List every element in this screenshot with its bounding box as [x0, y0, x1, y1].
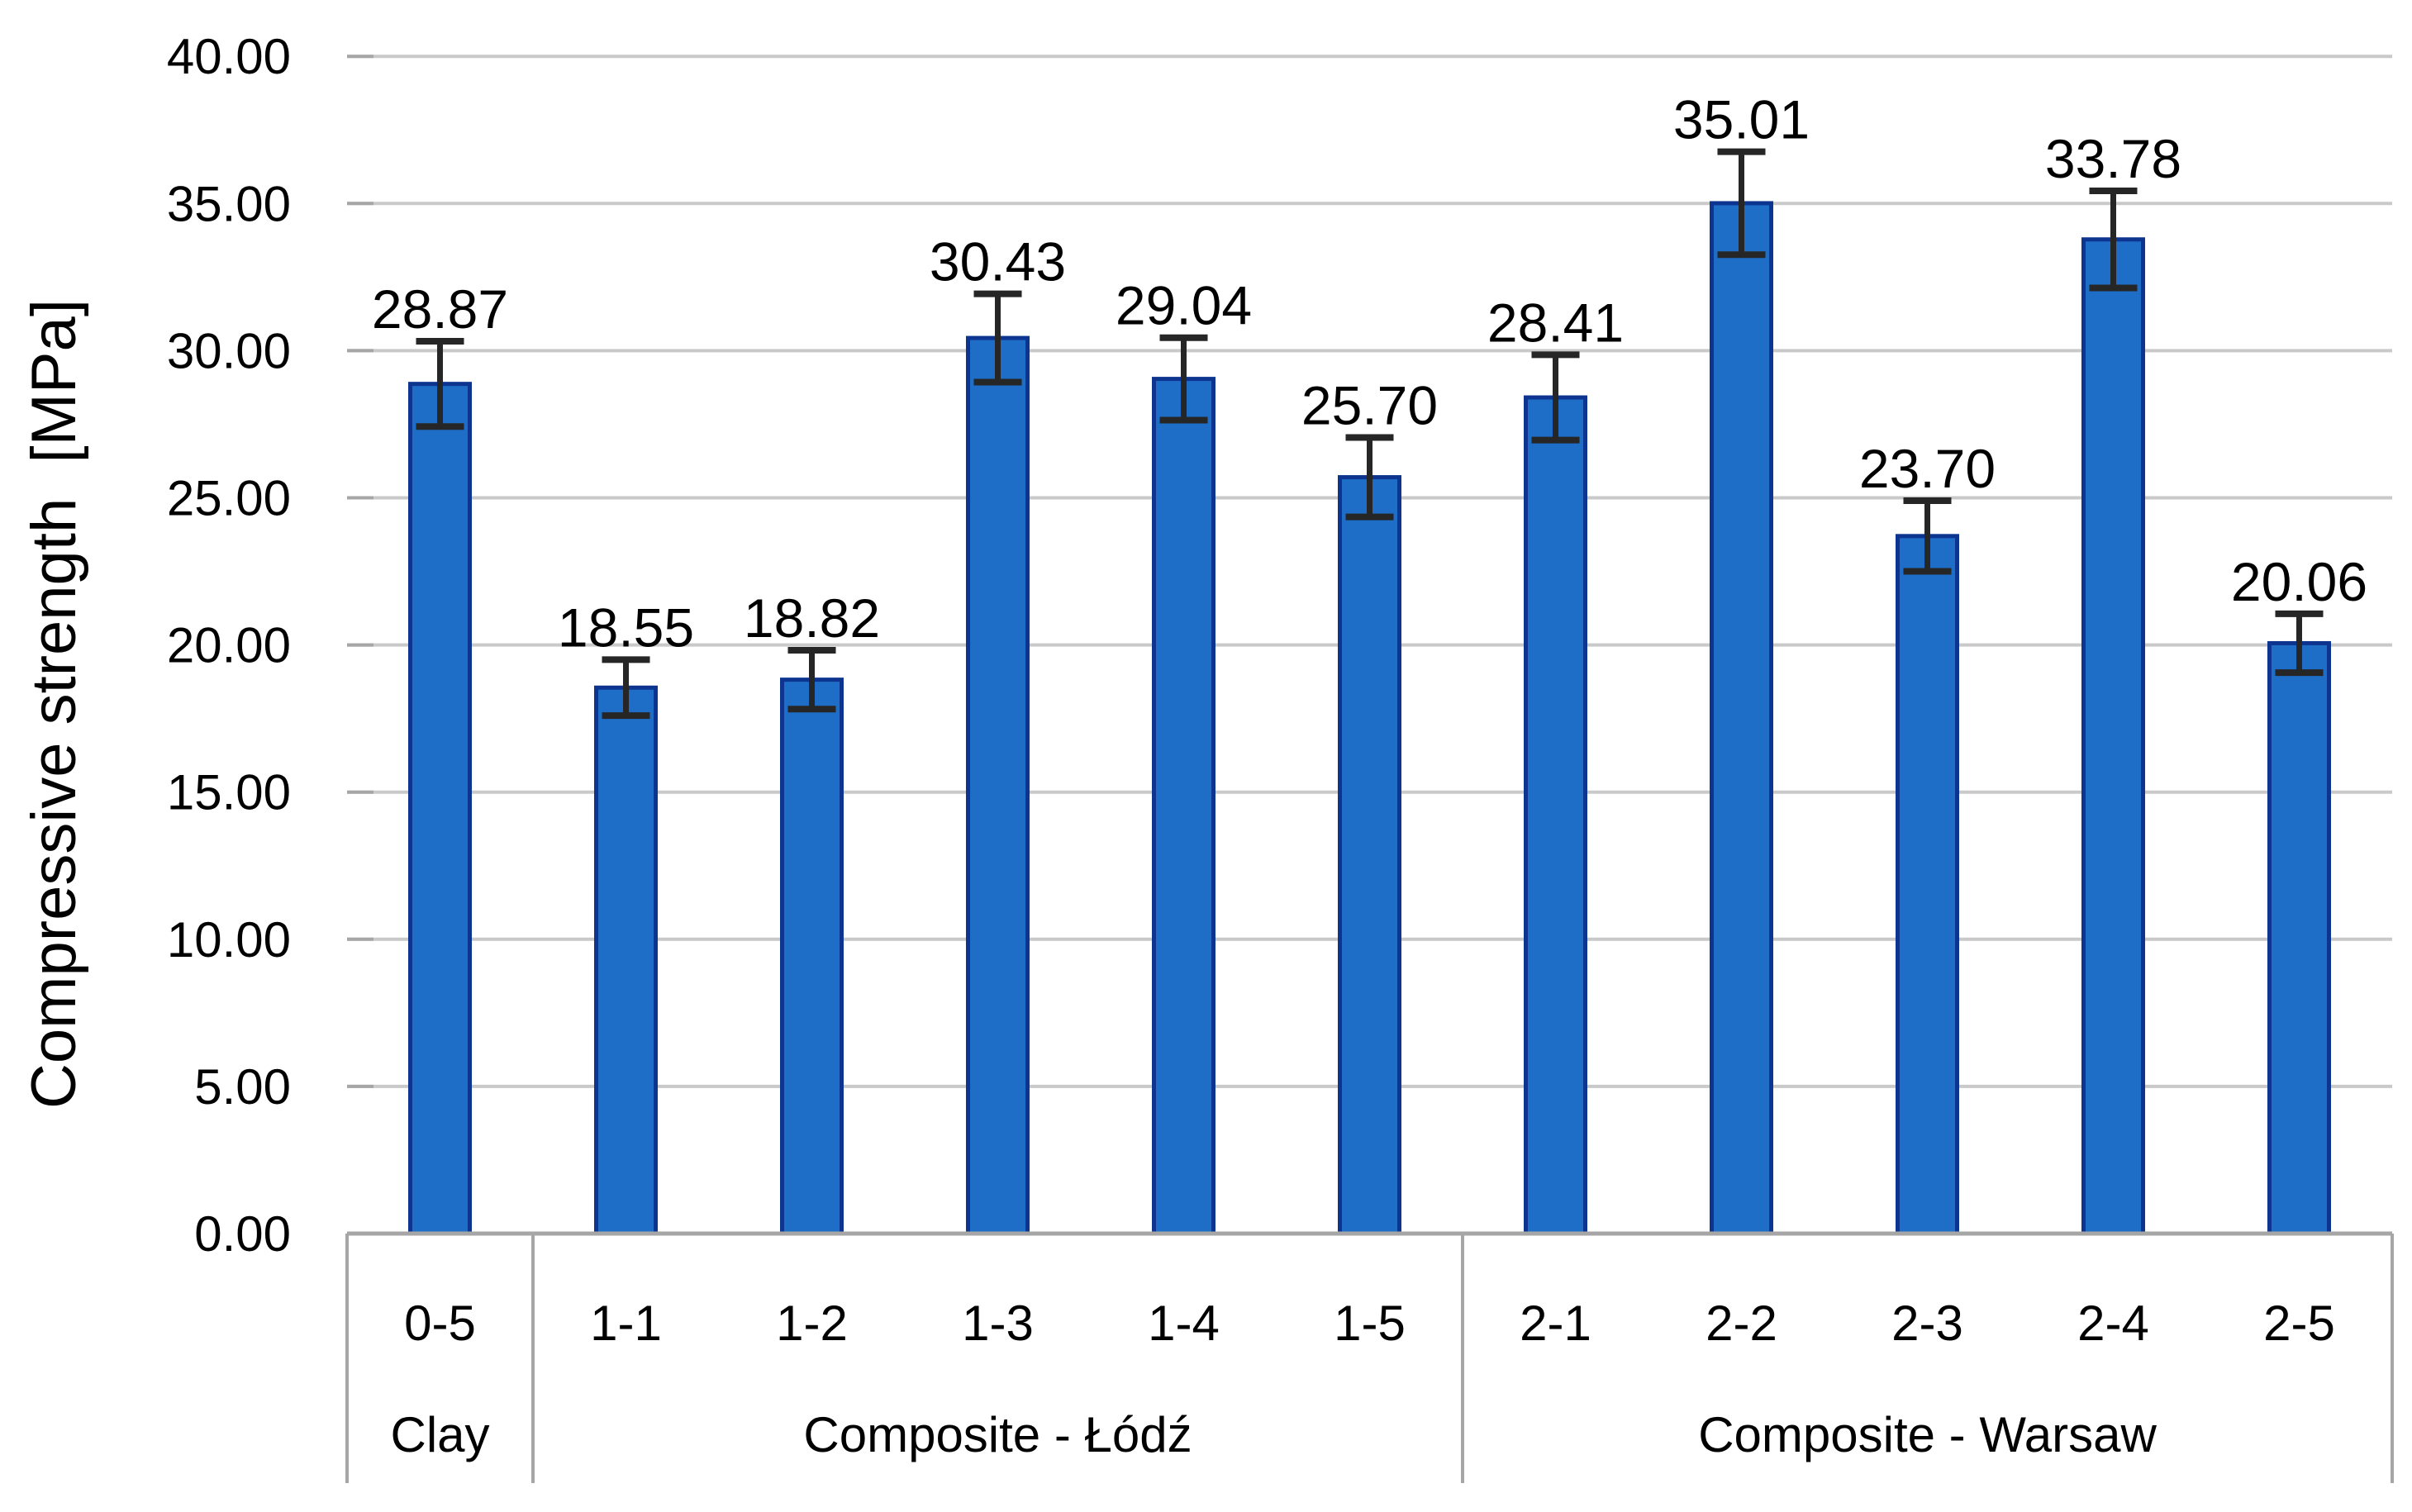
y-tick-label-35.00: 35.00 [167, 176, 291, 231]
category-label-1-4: 1-4 [1148, 1296, 1220, 1351]
bar-1-4 [1152, 377, 1216, 1236]
y-tick-label-10.00: 10.00 [167, 912, 291, 968]
category-label-1-1: 1-1 [590, 1296, 662, 1351]
data-label-2-5: 20.06 [2231, 551, 2367, 612]
bar-2-3 [1896, 534, 1959, 1236]
category-label-1-5: 1-5 [1334, 1296, 1406, 1351]
bar-1-5 [1338, 475, 1401, 1236]
data-label-1-2: 18.82 [744, 587, 880, 649]
category-label-2-1: 2-1 [1520, 1296, 1591, 1351]
y-tick-label-15.00: 15.00 [167, 765, 291, 820]
group-label-2: Composite - Warsaw [1698, 1407, 2157, 1462]
category-label-2-4: 2-4 [2077, 1296, 2149, 1351]
category-label-2-2: 2-2 [1706, 1296, 1777, 1351]
bar-2-1 [1524, 395, 1587, 1236]
data-label-1-1: 18.55 [558, 597, 694, 658]
y-tick-label-25.00: 25.00 [167, 471, 291, 526]
bar-1-2 [780, 678, 844, 1236]
data-label-2-4: 33.78 [2045, 128, 2181, 189]
y-tick-label-40.00: 40.00 [167, 29, 291, 84]
group-label-1: Composite - Łódź [803, 1407, 1192, 1462]
bar-2-4 [2081, 237, 2145, 1236]
category-label-0-5: 0-5 [404, 1296, 476, 1351]
bar-2-2 [1710, 201, 1773, 1236]
bar-1-3 [966, 335, 1030, 1236]
group-label-0: Clay [390, 1407, 489, 1462]
category-label-1-3: 1-3 [962, 1296, 1034, 1351]
data-label-1-4: 29.04 [1116, 275, 1252, 336]
category-label-2-5: 2-5 [2263, 1296, 2335, 1351]
y-tick-label-0.00: 0.00 [194, 1206, 291, 1262]
bar-0-5 [408, 382, 472, 1236]
category-label-1-2: 1-2 [776, 1296, 848, 1351]
data-label-1-5: 25.70 [1301, 374, 1438, 435]
data-label-0-5: 28.87 [372, 278, 508, 340]
data-label-2-3: 23.70 [1859, 438, 1996, 499]
y-tick-label-30.00: 30.00 [167, 323, 291, 378]
y-tick-label-5.00: 5.00 [194, 1059, 291, 1115]
bar-2-5 [2267, 640, 2331, 1236]
data-label-1-3: 30.43 [930, 231, 1066, 292]
bar-1-1 [594, 685, 658, 1236]
data-label-2-2: 35.01 [1673, 89, 1810, 150]
y-tick-label-20.00: 20.00 [167, 618, 291, 673]
category-label-2-3: 2-3 [1891, 1296, 1963, 1351]
y-axis-title: Compressive strength [MPa] [19, 299, 89, 1109]
data-label-2-1: 28.41 [1487, 292, 1624, 353]
